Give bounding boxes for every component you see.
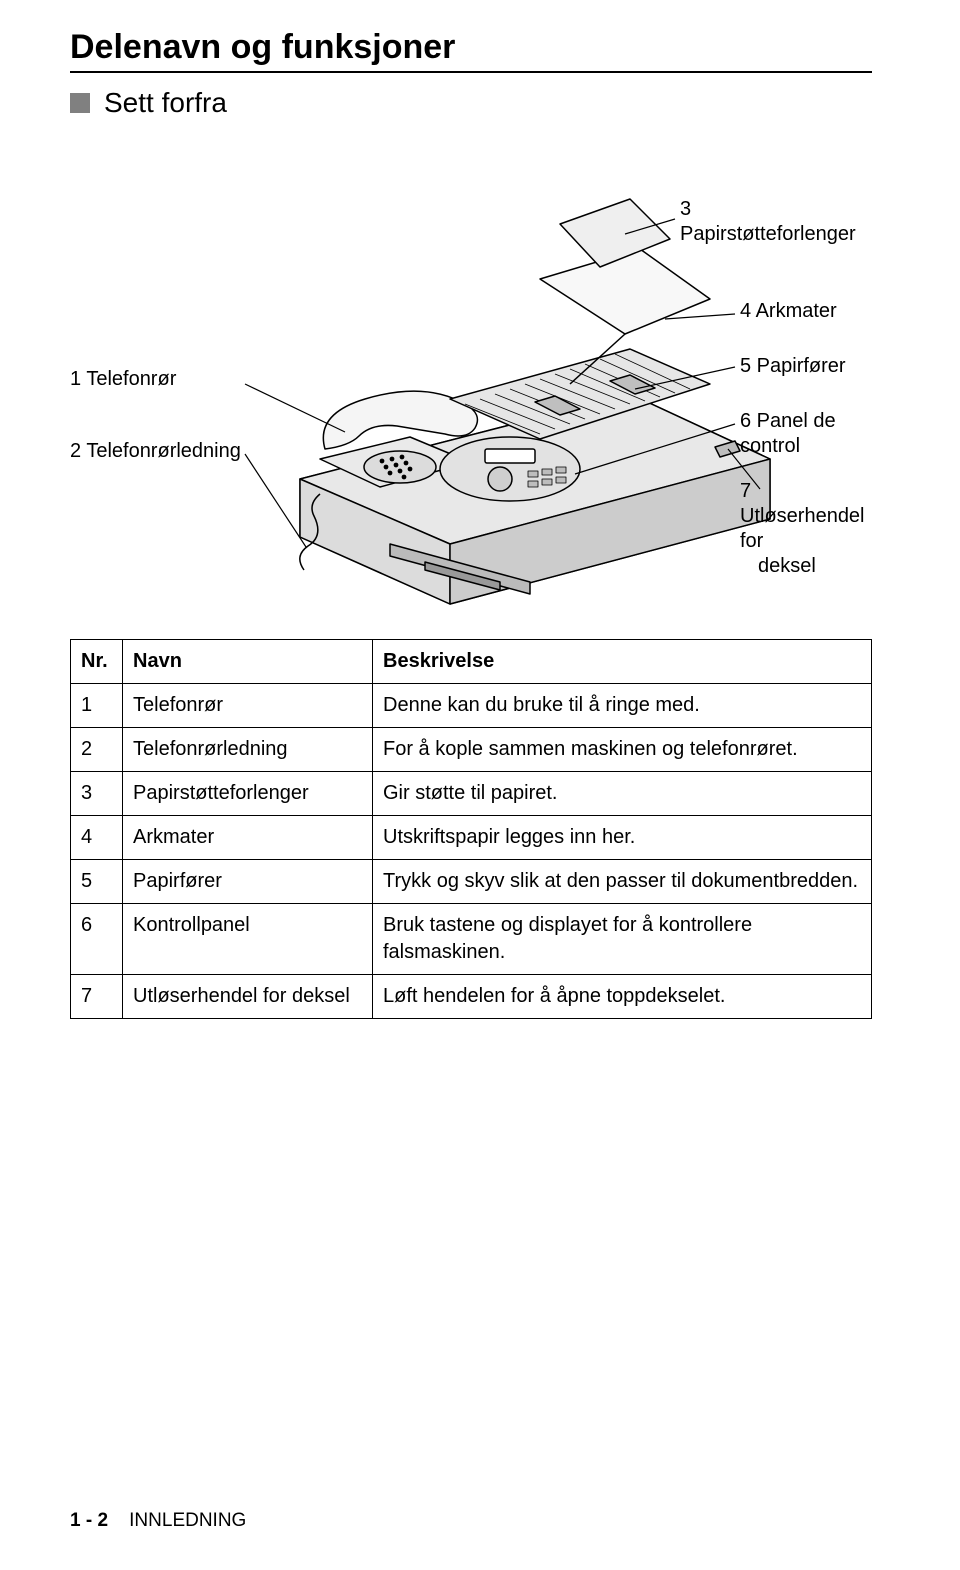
- square-bullet-icon: [70, 93, 90, 113]
- callout-3: 3 Papirstøtteforlenger: [680, 197, 872, 247]
- cell-nr: 2: [71, 728, 123, 772]
- table-row: 1 Telefonrør Denne kan du bruke til å ri…: [71, 684, 872, 728]
- callout-7-line1: 7 Utløserhendel for: [740, 480, 865, 552]
- cell-besk: Gir støtte til papiret.: [373, 772, 872, 816]
- subheading: Sett forfra: [104, 87, 227, 119]
- cell-besk: For å kople sammen maskinen og telefonrø…: [373, 728, 872, 772]
- callout-2: 2 Telefonrørledning: [70, 439, 241, 464]
- cell-nr: 6: [71, 904, 123, 975]
- cell-besk: Trykk og skyv slik at den passer til dok…: [373, 860, 872, 904]
- cell-nr: 1: [71, 684, 123, 728]
- cell-nr: 7: [71, 975, 123, 1019]
- table-row: 3 Papirstøtteforlenger Gir støtte til pa…: [71, 772, 872, 816]
- title-rule: [70, 71, 872, 73]
- cell-navn: Telefonrør: [123, 684, 373, 728]
- cell-nr: 4: [71, 816, 123, 860]
- th-navn: Navn: [123, 640, 373, 684]
- cell-nr: 5: [71, 860, 123, 904]
- callout-6: 6 Panel de control: [740, 409, 872, 459]
- cell-besk: Løft hendelen for å åpne toppdekselet.: [373, 975, 872, 1019]
- cell-navn: Utløserhendel for deksel: [123, 975, 373, 1019]
- th-nr: Nr.: [71, 640, 123, 684]
- table-header-row: Nr. Navn Beskrivelse: [71, 640, 872, 684]
- footer-pageno: 1 - 2: [70, 1510, 108, 1531]
- footer-section: INNLEDNING: [129, 1510, 246, 1531]
- cell-besk: Bruk tastene og displayet for å kontroll…: [373, 904, 872, 975]
- subheading-row: Sett forfra: [70, 87, 872, 119]
- cell-besk: Denne kan du bruke til å ringe med.: [373, 684, 872, 728]
- cell-navn: Papirstøtteforlenger: [123, 772, 373, 816]
- callout-7-line2: deksel: [740, 555, 816, 577]
- callout-1: 1 Telefonrør: [70, 367, 176, 392]
- th-besk: Beskrivelse: [373, 640, 872, 684]
- cell-navn: Arkmater: [123, 816, 373, 860]
- parts-table: Nr. Navn Beskrivelse 1 Telefonrør Denne …: [70, 639, 872, 1019]
- callout-7: 7 Utløserhendel for deksel: [740, 479, 872, 579]
- cell-navn: Telefonrørledning: [123, 728, 373, 772]
- cell-besk: Utskriftspapir legges inn her.: [373, 816, 872, 860]
- table-row: 2 Telefonrørledning For å kople sammen m…: [71, 728, 872, 772]
- cell-navn: Papirfører: [123, 860, 373, 904]
- table-row: 5 Papirfører Trykk og skyv slik at den p…: [71, 860, 872, 904]
- table-row: 6 Kontrollpanel Bruk tastene og displaye…: [71, 904, 872, 975]
- cell-navn: Kontrollpanel: [123, 904, 373, 975]
- table-row: 4 Arkmater Utskriftspapir legges inn her…: [71, 816, 872, 860]
- cell-nr: 3: [71, 772, 123, 816]
- page-footer: 1 - 2 INNLEDNING: [70, 1510, 246, 1532]
- table-row: 7 Utløserhendel for deksel Løft hendelen…: [71, 975, 872, 1019]
- page-title: Delenavn og funksjoner: [70, 28, 872, 67]
- callout-5: 5 Papirfører: [740, 354, 846, 379]
- diagram-area: 3 Papirstøtteforlenger 4 Arkmater 5 Papi…: [70, 149, 872, 619]
- callout-4: 4 Arkmater: [740, 299, 837, 324]
